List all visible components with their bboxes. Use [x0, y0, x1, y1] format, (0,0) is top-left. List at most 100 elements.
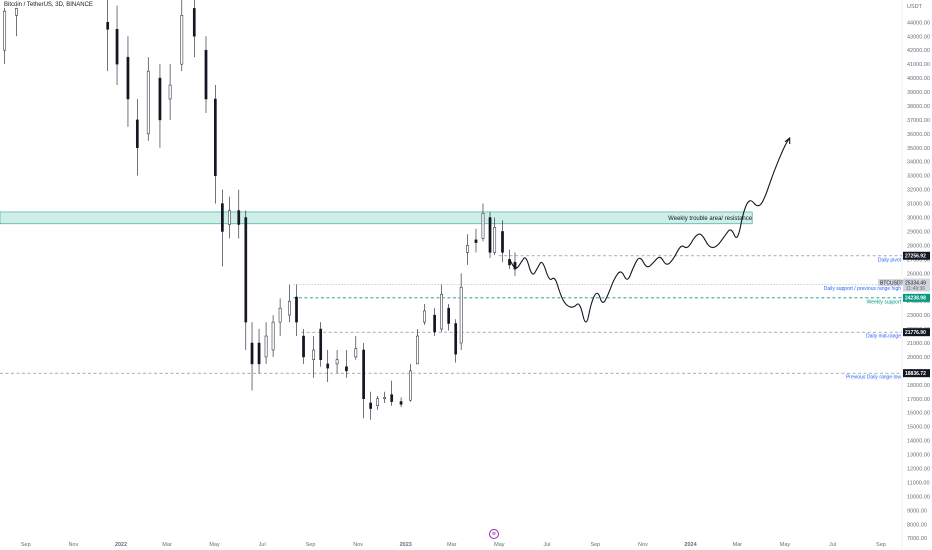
price-axis[interactable]: 7000.00 8000.00 9000.00 10000.00 11000.00 120…	[907, 20, 930, 542]
candle	[399, 397, 403, 408]
time-tick-label: Sep	[876, 542, 886, 548]
candle-body	[474, 239, 478, 243]
candle-body	[271, 321, 275, 351]
time-tick-label: Nov	[353, 542, 363, 548]
candle	[146, 57, 150, 141]
candle-body	[214, 98, 217, 176]
candle	[433, 308, 436, 337]
candle	[221, 189, 224, 267]
price-tick-label: 35000.00	[907, 146, 930, 152]
candle-body	[354, 348, 358, 358]
price-tick-label: 24000.00	[907, 299, 930, 305]
candle-body	[399, 401, 403, 405]
candle-body	[362, 349, 365, 400]
price-tick-label: 28000.00	[907, 243, 930, 249]
current-price-tag	[903, 278, 930, 292]
candle-body	[416, 335, 419, 365]
candle	[459, 273, 463, 350]
candle	[180, 0, 184, 72]
candle-body	[126, 56, 130, 100]
candle-body	[493, 227, 497, 253]
candle	[474, 228, 478, 253]
price-tick-label: 34000.00	[907, 160, 930, 166]
price-tick-label: 21000.00	[907, 341, 930, 347]
candle-body	[423, 310, 426, 323]
candle-body	[15, 8, 18, 16]
candle-body	[257, 342, 261, 365]
candle	[466, 234, 469, 265]
price-tick-label: 18000.00	[907, 383, 930, 389]
time-tick-label: Mar	[733, 542, 743, 548]
candle-body	[459, 286, 463, 344]
candle	[440, 284, 443, 332]
candle	[250, 322, 254, 391]
level-price-tag-text: 18836.72	[905, 371, 926, 377]
candle-body	[204, 49, 208, 100]
time-tick-label: Mar	[447, 542, 457, 548]
price-tick-label: 17000.00	[907, 397, 930, 403]
time-tick-label: Mar	[162, 542, 172, 548]
price-tick-label: 20000.00	[907, 355, 930, 361]
candle-body	[454, 323, 458, 355]
time-axis[interactable]: Sep Nov 2022 Mar May Jul Sep Nov 2023 Mar May Jul Se…	[21, 542, 886, 548]
time-tick-label: May	[494, 542, 505, 548]
price-tick-label: 39000.00	[907, 90, 930, 96]
candle	[3, 5, 7, 65]
candle-body	[221, 203, 224, 232]
candle-body	[180, 15, 184, 65]
price-tick-label: 15000.00	[907, 425, 930, 431]
time-tick-label: Jul	[829, 542, 836, 548]
candle	[302, 329, 305, 364]
price-tick-label: 32000.00	[907, 188, 930, 194]
candles-layer	[3, 0, 517, 420]
candle-body	[288, 300, 291, 316]
candle	[158, 64, 162, 148]
candle-body	[158, 77, 162, 121]
candle-body	[409, 370, 412, 401]
candle	[278, 298, 282, 337]
time-tick-label: May	[209, 542, 220, 548]
price-tick-label: 36000.00	[907, 132, 930, 138]
countdown-text: 11:49:36	[906, 286, 925, 292]
candle	[481, 203, 485, 242]
candle	[326, 349, 330, 383]
level-price-tag	[903, 369, 930, 378]
tradingview-badge-icon[interactable]: ⊕	[489, 529, 499, 539]
candle	[295, 284, 298, 337]
price-tick-label: 13000.00	[907, 453, 930, 459]
level-price-tag	[903, 293, 930, 302]
candle	[264, 322, 268, 364]
projection-arrowhead	[784, 136, 791, 145]
symbol-title[interactable]: Bitcoin / TetherUS, 3D, BINANCE	[4, 2, 93, 8]
candle-body	[228, 210, 231, 225]
candle-body	[319, 328, 323, 360]
candle-body	[192, 8, 196, 37]
level-price-tag-text: 24238.98	[905, 296, 926, 302]
candle	[257, 329, 261, 374]
symbol-title-text: Bitcoin / TetherUS, 3D, BINANCE	[4, 2, 93, 8]
candle	[369, 391, 372, 420]
candle	[362, 343, 365, 419]
zones-layer: Weekly trouble area/ resistance	[0, 211, 753, 225]
candle	[312, 336, 316, 378]
level-price-tag-text: 27256.92	[905, 254, 926, 260]
candle	[416, 329, 419, 365]
price-tick-label: 43000.00	[907, 34, 930, 40]
price-tick-label: 9000.00	[907, 508, 927, 514]
symbol-tag-text: BTCUSDT	[880, 280, 904, 286]
time-tick-label: Nov	[68, 542, 78, 548]
candle-body	[390, 394, 394, 402]
candle-body	[466, 245, 469, 253]
time-tick-label: Nov	[638, 542, 648, 548]
candle	[335, 349, 339, 374]
candle	[513, 252, 517, 277]
price-tick-label: 16000.00	[907, 411, 930, 417]
price-tick-label: 12000.00	[907, 466, 930, 472]
candle-body	[302, 335, 305, 358]
candle-body	[447, 307, 451, 324]
time-tick-label: 2024	[684, 542, 697, 548]
candle	[409, 363, 412, 402]
levels-layer: Daily pivot Daily support / previous rang…	[0, 255, 902, 381]
